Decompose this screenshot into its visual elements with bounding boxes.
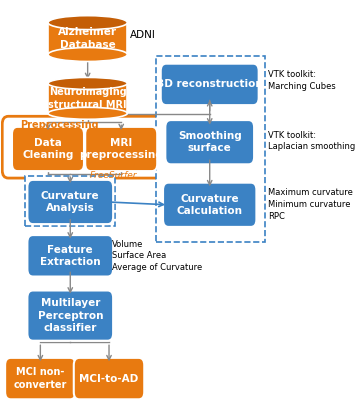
Text: MCI-to-AD: MCI-to-AD bbox=[79, 374, 139, 384]
FancyBboxPatch shape bbox=[165, 120, 254, 164]
Text: FreeSurfer: FreeSurfer bbox=[90, 171, 137, 180]
FancyBboxPatch shape bbox=[74, 358, 144, 399]
Text: Volume
Surface Area
Average of Curvature: Volume Surface Area Average of Curvature bbox=[112, 240, 202, 272]
Text: Curvature
Calculation: Curvature Calculation bbox=[177, 194, 243, 216]
Text: VTK toolkit:
Marching Cubes: VTK toolkit: Marching Cubes bbox=[268, 70, 335, 91]
Text: MCI non-
converter: MCI non- converter bbox=[14, 367, 67, 390]
Text: MRI
preprocessing: MRI preprocessing bbox=[79, 138, 163, 160]
Text: Alzheimer
Database: Alzheimer Database bbox=[58, 27, 117, 50]
Text: Curvature
Analysis: Curvature Analysis bbox=[41, 191, 99, 213]
FancyBboxPatch shape bbox=[2, 116, 173, 178]
Text: VTK toolkit:
Laplacian smoothing: VTK toolkit: Laplacian smoothing bbox=[268, 131, 355, 152]
FancyBboxPatch shape bbox=[27, 290, 113, 341]
Ellipse shape bbox=[48, 48, 127, 62]
Text: Preprocessing: Preprocessing bbox=[20, 120, 99, 130]
FancyBboxPatch shape bbox=[12, 127, 84, 171]
FancyBboxPatch shape bbox=[161, 64, 259, 105]
FancyBboxPatch shape bbox=[163, 183, 256, 227]
FancyBboxPatch shape bbox=[27, 180, 113, 224]
FancyBboxPatch shape bbox=[5, 358, 76, 399]
Bar bbox=[48, 23, 127, 54]
Text: Multilayer
Perceptron
classifier: Multilayer Perceptron classifier bbox=[38, 298, 103, 333]
Text: 3D reconstruction: 3D reconstruction bbox=[157, 80, 262, 90]
Text: Neuroimaging
structural MRI: Neuroimaging structural MRI bbox=[48, 87, 127, 110]
Text: ADNI: ADNI bbox=[130, 30, 156, 40]
Text: Data
Cleaning: Data Cleaning bbox=[22, 138, 74, 160]
FancyBboxPatch shape bbox=[25, 176, 115, 226]
Text: Smoothing
surface: Smoothing surface bbox=[178, 131, 242, 154]
Ellipse shape bbox=[48, 78, 127, 89]
FancyBboxPatch shape bbox=[156, 56, 265, 242]
Bar bbox=[48, 84, 127, 113]
Ellipse shape bbox=[48, 107, 127, 119]
Text: Maximum curvature
Minimum curvature
RPC: Maximum curvature Minimum curvature RPC bbox=[268, 188, 353, 221]
FancyBboxPatch shape bbox=[27, 235, 113, 276]
Ellipse shape bbox=[48, 16, 127, 30]
FancyBboxPatch shape bbox=[85, 127, 157, 171]
Text: Feature
Extraction: Feature Extraction bbox=[40, 245, 101, 267]
